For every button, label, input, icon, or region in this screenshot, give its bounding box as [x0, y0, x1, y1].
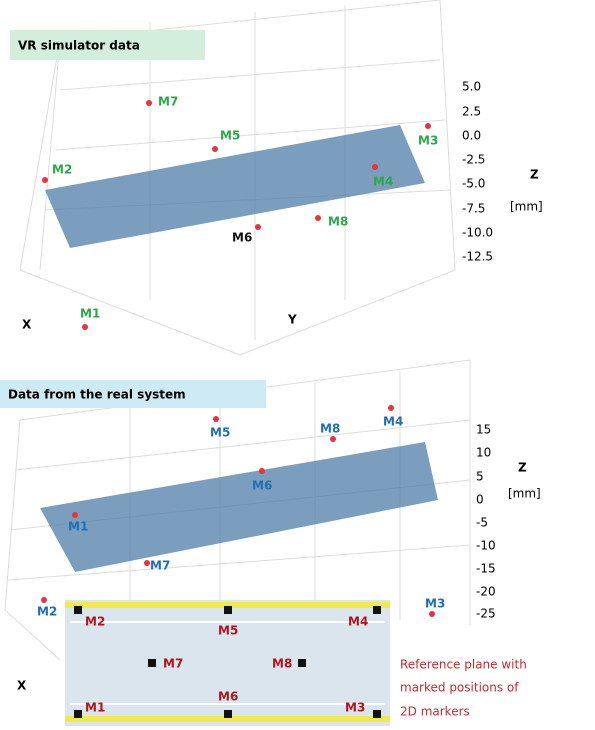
z-tick-label: -10.0 [462, 226, 493, 240]
marker-label: M6 [232, 231, 252, 245]
fiducial [74, 606, 82, 614]
marker-label: M4 [383, 415, 403, 429]
caption: marked positions of [400, 681, 519, 695]
marker-point [42, 177, 48, 183]
marker-point [425, 123, 431, 129]
inset-label: M5 [218, 624, 238, 638]
z-tick-label: -12.5 [462, 250, 493, 264]
z-tick-label: -20 [476, 585, 496, 599]
marker-point [388, 405, 394, 411]
fiducial [74, 710, 82, 718]
inset-label: M1 [85, 701, 105, 715]
axis-label: Y [287, 313, 297, 327]
marker-label: M6 [252, 479, 272, 493]
marker-point [429, 611, 435, 617]
z-tick-label: 5.0 [462, 80, 481, 94]
plane [40, 442, 438, 572]
inset-label: M6 [218, 690, 238, 704]
marker-point [212, 146, 218, 152]
marker-label: M5 [210, 426, 230, 440]
marker-point [259, 468, 265, 474]
z-tick-label: -7.5 [462, 202, 485, 216]
marker-label: M5 [220, 129, 240, 143]
z-tick-label: 15 [476, 423, 491, 437]
z-tick-label: -2.5 [462, 153, 485, 167]
marker-point [72, 512, 78, 518]
z-tick-label: 5 [476, 470, 484, 484]
inset-label: M2 [85, 615, 105, 629]
inset-label: M8 [272, 657, 292, 671]
marker-label: M8 [328, 215, 348, 229]
marker-label: M4 [373, 175, 393, 189]
z-tick-label: 0.0 [462, 129, 481, 143]
fiducial [224, 710, 232, 718]
z-tick-label: -10 [476, 539, 496, 553]
marker-label: M7 [158, 95, 178, 109]
axis-unit: [mm] [508, 487, 541, 501]
z-tick-label: -15 [476, 562, 496, 576]
z-tick-label: -25 [476, 607, 496, 621]
z-tick-label: -5 [476, 516, 488, 530]
marker-point [146, 100, 152, 106]
inset-label: M4 [348, 615, 368, 629]
axis-label: X [17, 679, 27, 693]
fiducial [373, 710, 381, 718]
z-tick-label: 0 [476, 493, 484, 507]
marker-label: M1 [80, 307, 100, 321]
marker-label: M2 [52, 163, 72, 177]
panel-title: Data from the real system [8, 388, 186, 402]
fiducial [298, 659, 306, 667]
marker-point [255, 224, 261, 230]
marker-label: M2 [37, 605, 57, 619]
marker-point [213, 416, 219, 422]
marker-label: M1 [68, 520, 88, 534]
axis-unit: [mm] [510, 200, 543, 214]
z-tick-label: -5.0 [462, 177, 485, 191]
marker-point [330, 436, 336, 442]
caption: Reference plane with [400, 658, 527, 672]
caption: 2D markers [400, 705, 470, 719]
z-tick-label: 10 [476, 446, 491, 460]
inset-label: M7 [163, 657, 183, 671]
marker-label: M8 [320, 422, 340, 436]
figure: VR simulator data 5.0 2.5 0.0 -2.5 -5.0 -7.5 -1… [0, 0, 595, 726]
fiducial [148, 659, 156, 667]
panel-title: VR simulator data [18, 39, 140, 53]
marker-point [82, 324, 88, 330]
fiducial [224, 606, 232, 614]
fiducial [373, 606, 381, 614]
marker-point [315, 215, 321, 221]
marker-label: M3 [418, 134, 438, 148]
axis-label: Z [530, 168, 539, 182]
marker-label: M7 [150, 559, 170, 573]
marker-point [372, 164, 378, 170]
marker-label: M3 [425, 597, 445, 611]
marker-point [41, 597, 47, 603]
axis-label: X [22, 318, 32, 332]
reference-photo [65, 600, 390, 726]
axis-label: Z [518, 461, 527, 475]
inset-label: M3 [345, 701, 365, 715]
z-tick-label: 2.5 [462, 105, 481, 119]
